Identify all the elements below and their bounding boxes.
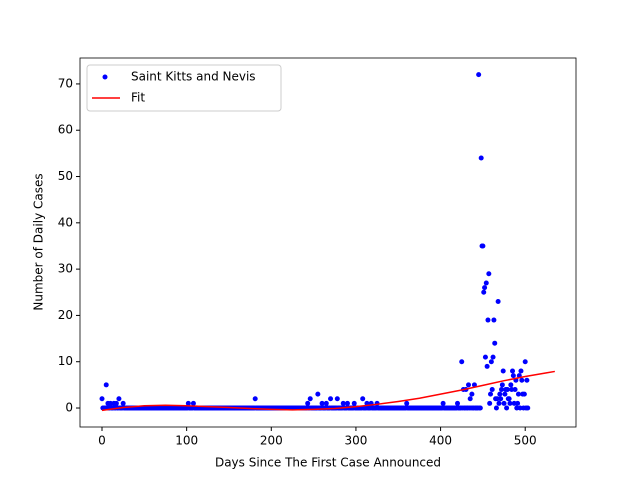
plot-frame <box>79 57 577 428</box>
y-tick-label: 10 <box>58 354 73 368</box>
legend-box <box>86 64 282 112</box>
data-point <box>512 386 518 392</box>
data-point <box>487 400 493 406</box>
data-point <box>467 396 473 402</box>
data-point <box>501 400 507 406</box>
y-tick-label: 40 <box>58 215 73 229</box>
data-point <box>480 243 486 249</box>
data-point <box>344 400 350 406</box>
data-point <box>315 391 321 397</box>
data-point <box>323 400 329 406</box>
data-point <box>508 382 514 388</box>
data-point <box>455 400 461 406</box>
data-point <box>499 386 505 392</box>
data-point <box>488 391 494 397</box>
data-point <box>497 391 503 397</box>
data-point <box>459 359 465 365</box>
data-point <box>524 377 530 383</box>
data-point <box>351 400 357 406</box>
data-point <box>515 391 521 397</box>
data-point <box>476 72 482 78</box>
data-point <box>495 299 501 305</box>
data-point <box>307 396 313 402</box>
data-point <box>515 400 521 406</box>
data-point <box>103 382 109 388</box>
data-point <box>113 400 119 406</box>
y-tick-label: 20 <box>58 308 73 322</box>
data-point <box>491 317 497 323</box>
data-point <box>485 317 491 323</box>
data-point <box>482 285 488 291</box>
data-point <box>488 359 494 365</box>
data-point <box>490 354 496 360</box>
data-point <box>522 359 528 365</box>
data-point <box>360 396 366 402</box>
x-tick-label: 400 <box>429 434 452 448</box>
data-point <box>521 391 527 397</box>
legend-label: Fit <box>131 91 145 105</box>
data-point <box>328 396 334 402</box>
data-point <box>116 396 122 402</box>
data-point <box>484 363 490 369</box>
y-tick-label: 0 <box>65 401 73 415</box>
data-point <box>466 382 472 388</box>
data-point <box>504 405 510 411</box>
data-point <box>252 396 258 402</box>
data-point <box>489 386 495 392</box>
data-point <box>496 400 502 406</box>
data-point <box>440 400 446 406</box>
x-tick-label: 500 <box>514 434 537 448</box>
data-point <box>471 382 477 388</box>
data-point <box>502 391 508 397</box>
y-tick-label: 60 <box>58 123 73 137</box>
data-point <box>481 289 487 295</box>
data-point <box>507 400 513 406</box>
x-tick-label: 200 <box>260 434 283 448</box>
data-point <box>486 271 492 277</box>
data-point <box>504 386 510 392</box>
data-point <box>185 400 191 406</box>
data-point <box>469 391 475 397</box>
data-point <box>506 396 512 402</box>
data-point <box>404 400 410 406</box>
data-point <box>483 280 489 286</box>
data-point <box>477 405 483 411</box>
x-tick-label: 0 <box>98 434 106 448</box>
x-tick-label: 300 <box>344 434 367 448</box>
data-point <box>120 400 126 406</box>
x-tick-label: 100 <box>175 434 198 448</box>
y-tick-label: 50 <box>58 169 73 183</box>
data-point <box>510 373 516 379</box>
data-point <box>499 382 505 388</box>
x-axis-label: Days Since The First Case Announced <box>215 456 441 470</box>
fit-line <box>101 370 555 412</box>
data-point <box>492 340 498 346</box>
y-tick-label: 30 <box>58 262 73 276</box>
data-point <box>500 368 506 374</box>
data-point <box>482 354 488 360</box>
y-tick-label: 70 <box>58 76 73 90</box>
data-point <box>493 405 499 411</box>
legend-marker <box>102 74 108 80</box>
data-point <box>498 396 504 402</box>
data-point <box>510 368 516 374</box>
data-point <box>305 400 311 406</box>
data-point <box>334 396 340 402</box>
y-axis-label: Number of Daily Cases <box>32 173 46 310</box>
data-point <box>319 400 325 406</box>
data-point <box>525 405 531 411</box>
data-point <box>518 368 524 374</box>
data-point <box>519 377 525 383</box>
data-point <box>478 155 484 161</box>
data-point <box>340 400 346 406</box>
data-point <box>190 400 196 406</box>
data-point <box>99 396 105 402</box>
legend-label: Saint Kitts and Nevis <box>131 70 256 84</box>
